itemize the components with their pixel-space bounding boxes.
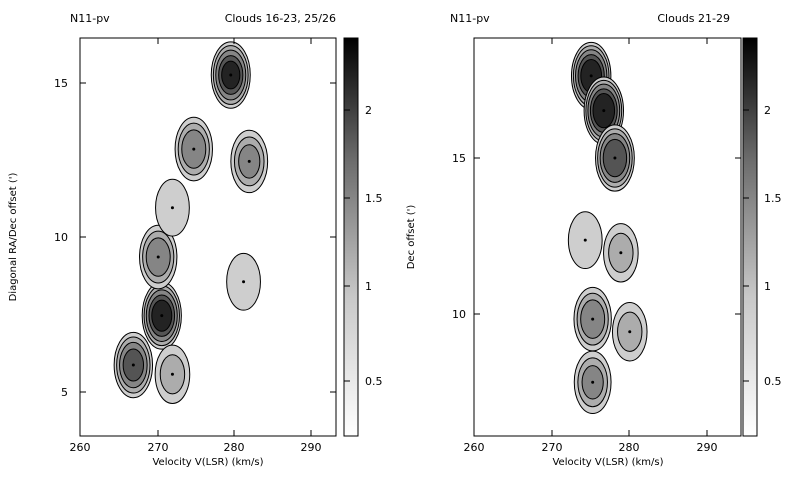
right-panel: N11-pv Clouds 21-29 260 270 280 290 Velo… [406, 12, 782, 468]
right-colorbar-tick-label: 1.5 [764, 192, 782, 205]
emission-peak [591, 380, 595, 384]
emission-peak [131, 363, 135, 367]
left-x-tick-label: 260 [70, 441, 91, 454]
left-y-axis-label: Diagonal RA/Dec offset (') [8, 173, 19, 302]
left-colorbar-tick-label: 0.5 [365, 375, 383, 388]
right-y-axis-label: Dec offset (') [406, 205, 417, 270]
left-panel-label: N11-pv [70, 12, 110, 25]
left-panel: N11-pv Clouds 16-23, 25/26 260 270 280 2… [8, 12, 383, 468]
emission-peak [229, 73, 233, 77]
right-x-tick-label: 280 [619, 441, 640, 454]
right-x-axis: 260 270 280 290 [464, 38, 718, 454]
emission-peak [160, 314, 164, 318]
right-x-tick-label: 290 [697, 441, 718, 454]
left-y-tick-label: 5 [61, 386, 68, 399]
right-panel-title: Clouds 21-29 [657, 12, 730, 25]
left-x-tick-label: 280 [224, 441, 245, 454]
emission-peak [247, 159, 251, 163]
left-colorbar-tick-label: 1.5 [365, 192, 383, 205]
emission-peak [619, 251, 623, 255]
emission-peak [170, 206, 174, 210]
left-x-tick-label: 290 [301, 441, 322, 454]
right-contour-lines [583, 74, 632, 384]
right-panel-label: N11-pv [450, 12, 490, 25]
left-x-tick-label: 270 [148, 441, 169, 454]
left-y-tick-label: 15 [54, 77, 68, 90]
right-colorbar-tick-label: 0.5 [764, 375, 782, 388]
right-colorbar-tick-label: 1 [764, 280, 771, 293]
left-colorbar-tick-label: 2 [365, 104, 372, 117]
emission-peak [613, 156, 617, 160]
right-x-tick-label: 270 [542, 441, 563, 454]
emission-peak [589, 74, 593, 78]
right-colorbar-tick-label: 2 [764, 104, 771, 117]
left-colorbar [343, 37, 359, 437]
left-y-tick-label: 10 [54, 231, 68, 244]
right-y-axis: 10 15 [452, 152, 741, 321]
right-colorbar [742, 37, 758, 437]
left-colorbar-tick-label: 1 [365, 280, 372, 293]
emission-peak [591, 317, 595, 321]
right-emission-map [567, 41, 648, 415]
emission-peak [156, 255, 160, 259]
right-y-tick-label: 15 [452, 152, 466, 165]
emission-peak [583, 238, 587, 242]
right-x-tick-label: 260 [464, 441, 485, 454]
emission-peak [170, 372, 174, 376]
left-emission-map [113, 41, 269, 404]
left-y-axis: 5 10 15 [54, 77, 336, 399]
emission-peak [628, 330, 632, 334]
left-x-axis-label: Velocity V(LSR) (km/s) [152, 457, 263, 468]
emission-peak [192, 147, 196, 151]
emission-peak [602, 109, 606, 113]
left-contour-lines [131, 73, 251, 376]
right-plot-frame [473, 37, 742, 437]
left-x-axis: 260 270 280 290 [70, 38, 322, 454]
right-y-tick-label: 10 [452, 308, 466, 321]
left-panel-title: Clouds 16-23, 25/26 [225, 12, 336, 25]
emission-peak [242, 280, 246, 284]
right-x-axis-label: Velocity V(LSR) (km/s) [552, 457, 663, 468]
